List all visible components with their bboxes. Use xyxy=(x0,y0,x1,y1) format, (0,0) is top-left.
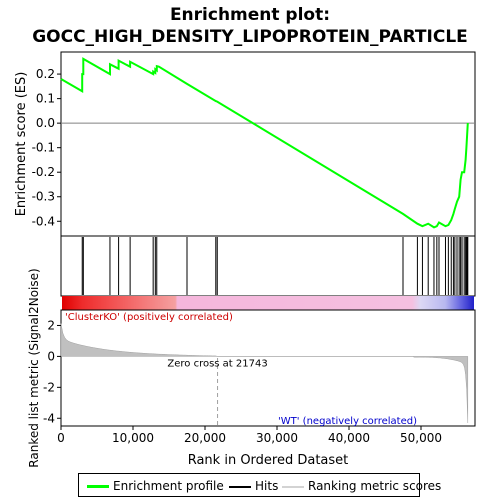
es-series-line xyxy=(60,57,469,229)
es-y-label: Enrichment score (ES) xyxy=(14,72,29,217)
negative-label: 'WT' (negatively correlated) xyxy=(278,416,417,427)
legend-item-enrichment: Enrichment profile xyxy=(87,478,224,494)
rank-ytick-label: 0 xyxy=(47,349,55,363)
legend-swatch-enrichment xyxy=(87,485,109,488)
rank-y-axis: 2 0 -2 -4 xyxy=(43,318,61,425)
rank-xtick-label: 30,000 xyxy=(256,431,298,445)
legend: Enrichment profile Hits Ranking metric s… xyxy=(78,473,441,497)
rank-ytick-label: -4 xyxy=(43,411,55,425)
hits-marks xyxy=(60,237,469,295)
legend-label-hits: Hits xyxy=(255,479,279,493)
ranking-metric-area xyxy=(60,323,469,423)
legend-swatch-ranking xyxy=(282,485,304,488)
rank-xtick-label: 10,000 xyxy=(112,431,154,445)
rank-x-axis: 0 10,000 20,000 30,000 40,000 50,000 xyxy=(57,426,442,445)
rank-ytick-label: 2 xyxy=(47,318,55,332)
rank-x-label: Rank in Ordered Dataset xyxy=(188,453,349,468)
es-ytick-label: -0.1 xyxy=(32,141,55,155)
es-ytick-label: -0.2 xyxy=(32,165,55,179)
es-ytick-label: -0.4 xyxy=(32,214,55,228)
legend-swatch-hits xyxy=(229,485,251,488)
es-ytick-label: 0.1 xyxy=(36,92,55,106)
chart-title-line2: GOCC_HIGH_DENSITY_LIPOPROTEIN_PARTICLE xyxy=(32,27,468,47)
rank-y-label: Ranked list metric (Signal2Noise) xyxy=(27,268,41,467)
hits-panel-frame xyxy=(60,235,476,297)
rank-ytick-label: -2 xyxy=(43,380,55,394)
rank-xtick-label: 40,000 xyxy=(328,431,370,445)
rank-xtick-label: 0 xyxy=(57,431,65,445)
legend-label-ranking: Ranking metric scores xyxy=(308,479,442,493)
rank-color-bar xyxy=(62,296,474,310)
positive-label: 'ClusterKO' (positively correlated) xyxy=(65,312,233,323)
es-ytick-label: 0.2 xyxy=(36,67,55,81)
legend-item-ranking: Ranking metric scores xyxy=(282,478,441,494)
es-ytick-label: 0.0 xyxy=(36,116,55,130)
es-ytick-label: -0.3 xyxy=(32,190,55,204)
legend-label-enrichment: Enrichment profile xyxy=(113,479,224,493)
chart-title-line1: Enrichment plot: xyxy=(170,5,330,25)
rank-xtick-label: 50,000 xyxy=(400,431,442,445)
es-y-axis: 0.2 0.1 0.0 -0.1 -0.2 -0.3 -0.4 xyxy=(32,67,61,228)
es-panel-frame xyxy=(60,51,476,237)
rank-panel-frame xyxy=(60,309,476,427)
legend-item-hits: Hits xyxy=(229,478,278,494)
rank-xtick-label: 20,000 xyxy=(184,431,226,445)
zero-cross-label: Zero cross at 21743 xyxy=(167,358,267,369)
